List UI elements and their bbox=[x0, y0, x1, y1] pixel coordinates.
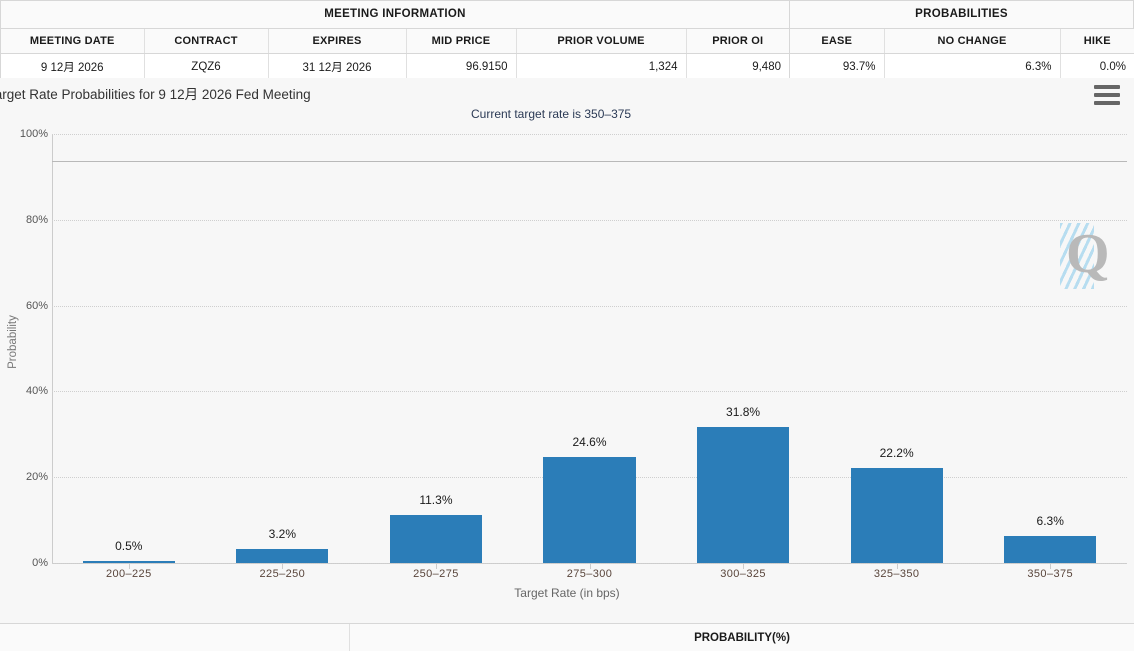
chart-bar[interactable] bbox=[236, 549, 329, 563]
x-axis-tick-mark bbox=[1050, 563, 1052, 569]
chart-bar[interactable] bbox=[850, 467, 943, 563]
chart-bar[interactable] bbox=[82, 560, 175, 563]
x-axis-tick-label: 300–325 bbox=[720, 568, 766, 580]
cell-meeting-date: 9 12月 2026 bbox=[1, 53, 145, 79]
bottom-left-cell bbox=[0, 624, 350, 651]
col-expires: EXPIRES bbox=[268, 29, 407, 54]
x-axis-tick-mark bbox=[589, 563, 591, 569]
x-axis-tick-label: 350–375 bbox=[1027, 568, 1074, 580]
hamburger-menu-icon[interactable] bbox=[1094, 85, 1120, 105]
col-mid-price: MID PRICE bbox=[406, 29, 517, 54]
x-axis-tick-label: 250–275 bbox=[413, 568, 459, 580]
cell-no-change: 6.3% bbox=[884, 53, 1061, 79]
table-header-row: EASE NO CHANGE HIKE bbox=[790, 29, 1134, 54]
chart-subtitle: Current target rate is 350–375 bbox=[471, 107, 632, 121]
chart-bar[interactable] bbox=[389, 514, 482, 563]
x-axis-tick-mark bbox=[128, 563, 130, 569]
summary-tables: MEETING INFORMATION MEETING DATE CONTRAC… bbox=[0, 0, 1134, 79]
x-axis-tick-mark bbox=[896, 563, 898, 569]
table-header-row: MEETING DATE CONTRACT EXPIRES MID PRICE … bbox=[1, 29, 789, 54]
probability-table-header: PROBABILITY(%) bbox=[0, 623, 1134, 651]
x-axis-tick-label: 325–350 bbox=[873, 568, 920, 580]
x-axis-tick-mark bbox=[282, 563, 284, 569]
probabilities-table-caption: PROBABILITIES bbox=[790, 1, 1133, 29]
chart-bar-value-label: 6.3% bbox=[1036, 513, 1064, 528]
probabilities-table-grid: EASE NO CHANGE HIKE 93.7% 6.3% 0.0% bbox=[790, 29, 1134, 79]
chart-bar[interactable] bbox=[697, 426, 790, 563]
y-axis-tick-label: 100% bbox=[19, 128, 48, 140]
y-axis-tick-label: 60% bbox=[25, 299, 48, 312]
table-row: 9 12月 2026 ZQZ6 31 12月 2026 96.9150 1,32… bbox=[1, 53, 789, 79]
chart-bar-value-label: 3.2% bbox=[268, 527, 297, 542]
meeting-table-grid: MEETING DATE CONTRACT EXPIRES MID PRICE … bbox=[1, 29, 789, 79]
col-meeting-date: MEETING DATE bbox=[1, 29, 145, 54]
cell-prior-oi: 9,480 bbox=[686, 53, 789, 79]
y-axis-tick-label: 0% bbox=[32, 557, 48, 569]
col-contract: CONTRACT bbox=[144, 29, 269, 54]
y-axis-line bbox=[52, 134, 53, 564]
chart-gridline bbox=[52, 391, 1127, 393]
y-axis-tick-label: 20% bbox=[25, 471, 48, 484]
meeting-table-caption: MEETING INFORMATION bbox=[1, 1, 789, 29]
probability-column-header: PROBABILITY(%) bbox=[694, 632, 790, 644]
meeting-information-table: MEETING INFORMATION MEETING DATE CONTRAC… bbox=[0, 0, 790, 79]
col-prior-volume: PRIOR VOLUME bbox=[516, 29, 687, 54]
chart-bar[interactable] bbox=[1004, 535, 1097, 563]
cell-mid-price: 96.9150 bbox=[406, 53, 517, 79]
col-no-change: NO CHANGE bbox=[884, 29, 1061, 54]
chart-bar-value-label: 22.2% bbox=[879, 445, 914, 460]
q-logo-watermark: Q bbox=[1066, 223, 1110, 285]
cell-hike: 0.0% bbox=[1060, 53, 1134, 79]
chart-bar-value-label: 0.5% bbox=[115, 538, 143, 553]
reference-line bbox=[52, 161, 1127, 163]
x-axis-tick-label: 275–300 bbox=[566, 568, 613, 580]
chart-bar-value-label: 11.3% bbox=[419, 492, 453, 507]
y-axis-title: Probability bbox=[7, 315, 19, 369]
cell-prior-volume: 1,324 bbox=[516, 53, 687, 79]
chart-bar-value-label: 24.6% bbox=[572, 435, 607, 450]
y-axis-tick-label: 40% bbox=[25, 385, 48, 398]
x-axis-tick-label: 225–250 bbox=[259, 568, 306, 580]
chart-plot-area: 0% 20% 40% 60% 80% 100% Probability Target Ra… bbox=[0, 78, 1134, 623]
chart-gridline bbox=[52, 134, 1127, 135]
y-axis-ticks: 0% 20% 40% 60% 80% 100% bbox=[0, 78, 48, 623]
chart-title: Target Rate Probabilities for 9 12月 2026… bbox=[0, 87, 311, 102]
table-row: 93.7% 6.3% 0.0% bbox=[790, 53, 1134, 79]
x-axis-tick-mark bbox=[435, 563, 437, 569]
chart-gridline bbox=[52, 219, 1127, 221]
col-prior-oi: PRIOR OI bbox=[686, 29, 789, 54]
cell-contract: ZQZ6 bbox=[144, 53, 269, 79]
cell-expires: 31 12月 2026 bbox=[268, 53, 407, 79]
chart-bar[interactable] bbox=[543, 457, 636, 563]
logo-streaks-decoration bbox=[1060, 223, 1094, 289]
probabilities-table: PROBABILITIES EASE NO CHANGE HIKE 93.7% … bbox=[790, 0, 1134, 79]
y-axis-tick-label: 80% bbox=[25, 213, 48, 226]
x-axis-title: Target Rate (in bps) bbox=[514, 586, 620, 600]
target-rate-probabilities-chart: 0% 20% 40% 60% 80% 100% Probability Target Ra… bbox=[0, 78, 1134, 623]
col-hike: HIKE bbox=[1060, 29, 1134, 54]
chart-header: Target Rate Probabilities for 9 12月 2026… bbox=[0, 78, 1134, 126]
chart-bar-value-label: 31.8% bbox=[726, 404, 761, 419]
x-axis-tick-label: 200–225 bbox=[105, 568, 152, 580]
cell-ease: 93.7% bbox=[790, 53, 885, 79]
x-axis-tick-mark bbox=[743, 563, 745, 569]
chart-gridline bbox=[52, 305, 1127, 307]
col-ease: EASE bbox=[790, 29, 885, 54]
